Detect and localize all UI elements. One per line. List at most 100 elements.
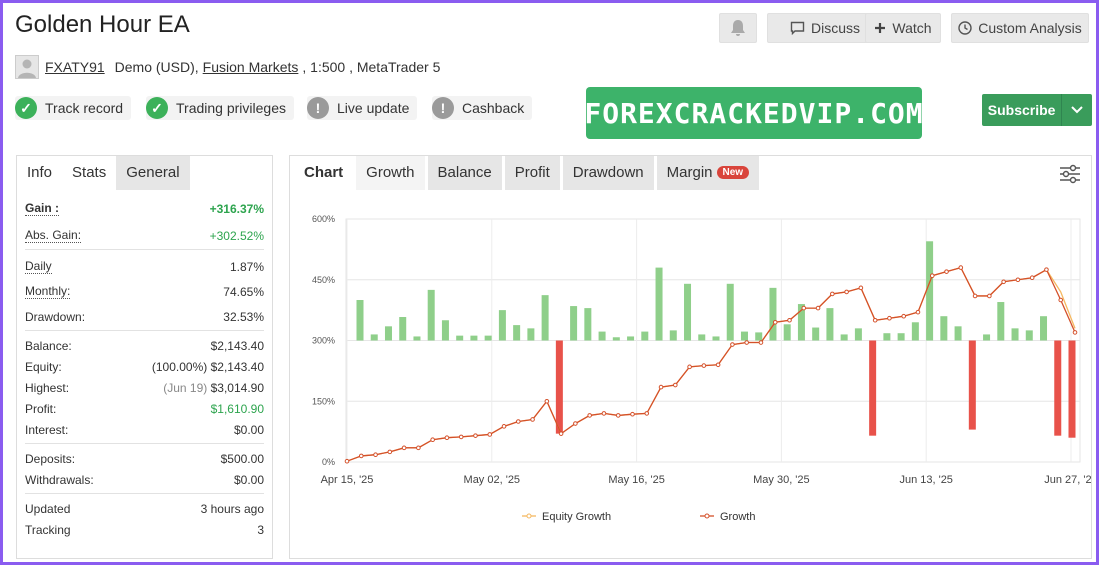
bar-positive (911, 322, 919, 341)
subscribe-label: Subscribe (987, 102, 1056, 118)
bar-positive (456, 335, 464, 341)
bar-positive (698, 334, 706, 341)
growth-point (944, 269, 949, 274)
legend-equity-marker (526, 513, 532, 519)
broker-link[interactable]: Fusion Markets (202, 59, 299, 75)
tab-chart[interactable]: Chart (294, 156, 354, 190)
tab-profit[interactable]: Profit (504, 156, 560, 190)
growth-point (1029, 275, 1035, 281)
highest-value: $3,014.90 (210, 380, 264, 395)
bar-positive (997, 302, 1005, 341)
bar-positive (1040, 316, 1048, 341)
bar-positive (1011, 328, 1019, 341)
growth-point (473, 433, 478, 438)
growth-point (730, 342, 735, 347)
chart-panel: Chart Growth Balance Profit Drawdown Mar… (289, 155, 1092, 559)
notify-button[interactable] (719, 13, 757, 43)
x-tick-label: May 02, '25 (464, 474, 521, 486)
exclamation-icon: ! (432, 97, 454, 119)
tab-margin[interactable]: Margin New (656, 156, 760, 190)
growth-point (715, 362, 721, 368)
tab-info[interactable]: Info (17, 156, 63, 190)
growth-point (915, 309, 921, 315)
growth-point (358, 453, 364, 459)
growth-point (615, 413, 621, 418)
updated-label: Updated (25, 501, 71, 516)
bar-positive (840, 334, 848, 341)
growth-point (687, 364, 692, 370)
watch-button[interactable]: Watch (865, 13, 941, 43)
growth-point (872, 317, 878, 323)
balance-label: Balance: (25, 338, 72, 353)
growth-point (501, 424, 507, 429)
sliders-icon[interactable] (1059, 164, 1081, 184)
clock-icon (958, 21, 972, 35)
cashback-badge: ! Cashback (432, 96, 533, 120)
equity-label: Equity: (25, 359, 62, 374)
growth-point (401, 445, 407, 451)
bar-positive (584, 308, 592, 341)
tab-drawdown[interactable]: Drawdown (562, 156, 654, 190)
growth-point (487, 432, 493, 437)
profit-label: Profit: (25, 401, 57, 416)
bar-positive (826, 308, 834, 341)
bar-positive (370, 334, 378, 341)
bar-positive (797, 304, 805, 341)
bar-positive (940, 316, 948, 341)
tab-general[interactable]: General (116, 156, 190, 190)
legend-growth-marker (704, 513, 710, 519)
abs-gain-label: Abs. Gain: (25, 228, 82, 243)
bar-positive (726, 283, 734, 341)
updated-value: 3 hours ago (200, 501, 264, 516)
bar-negative (869, 340, 877, 436)
trading-privileges-badge: ✓ Trading privileges (146, 96, 294, 120)
growth-point (815, 305, 821, 311)
interest-label: Interest: (25, 422, 69, 437)
leverage-platform: , 1:500 , MetaTrader 5 (302, 59, 441, 75)
user-icon (18, 59, 36, 78)
bell-icon (731, 20, 745, 36)
subscribe-dropdown[interactable] (1061, 94, 1092, 126)
growth-point (858, 285, 864, 291)
deposits-value: $500.00 (220, 451, 264, 466)
tab-stats[interactable]: Stats (62, 156, 117, 190)
growth-point (658, 384, 664, 390)
abs-gain-value: +302.52% (209, 228, 264, 243)
gain-value: +316.37% (209, 201, 264, 216)
daily-value: 1.87% (229, 259, 264, 274)
growth-point (758, 340, 764, 345)
discuss-label: Discuss (810, 20, 860, 36)
user-link[interactable]: FXATY91 (45, 59, 105, 75)
growth-point (630, 411, 635, 417)
growth-point (987, 293, 992, 299)
check-icon: ✓ (15, 97, 37, 119)
interest-value: $0.00 (233, 422, 264, 437)
tab-growth[interactable]: Growth (356, 156, 425, 190)
account-info: FXATY91 Demo (USD), Fusion Markets , 1:5… (15, 55, 440, 79)
growth-point (430, 437, 435, 443)
growth-point (573, 421, 578, 426)
y-tick-label: 450% (312, 275, 335, 285)
bar-positive (712, 336, 720, 341)
custom-analysis-button[interactable]: Custom Analysis (951, 13, 1089, 43)
growth-point (444, 435, 450, 440)
bar-positive (740, 331, 748, 341)
drawdown-value: 32.53% (223, 309, 264, 324)
bar-positive (484, 335, 492, 341)
bar-positive (812, 327, 820, 341)
monthly-label: Monthly: (25, 284, 71, 299)
growth-point (344, 458, 350, 464)
legend-equity-label: Equity Growth (542, 511, 611, 523)
bar-positive (769, 287, 777, 341)
discuss-button[interactable]: Discuss (767, 13, 883, 43)
subscribe-button[interactable]: Subscribe (982, 94, 1092, 126)
bar-negative (555, 340, 563, 434)
growth-point (901, 313, 907, 319)
growth-point (558, 431, 564, 436)
y-tick-label: 0% (322, 457, 335, 467)
bar-positive (513, 325, 521, 341)
live-update-label: Live update (337, 100, 410, 116)
x-tick-label: Jun 27, '25 (1044, 474, 1091, 486)
growth-point (958, 265, 964, 270)
tab-balance[interactable]: Balance (427, 156, 502, 190)
